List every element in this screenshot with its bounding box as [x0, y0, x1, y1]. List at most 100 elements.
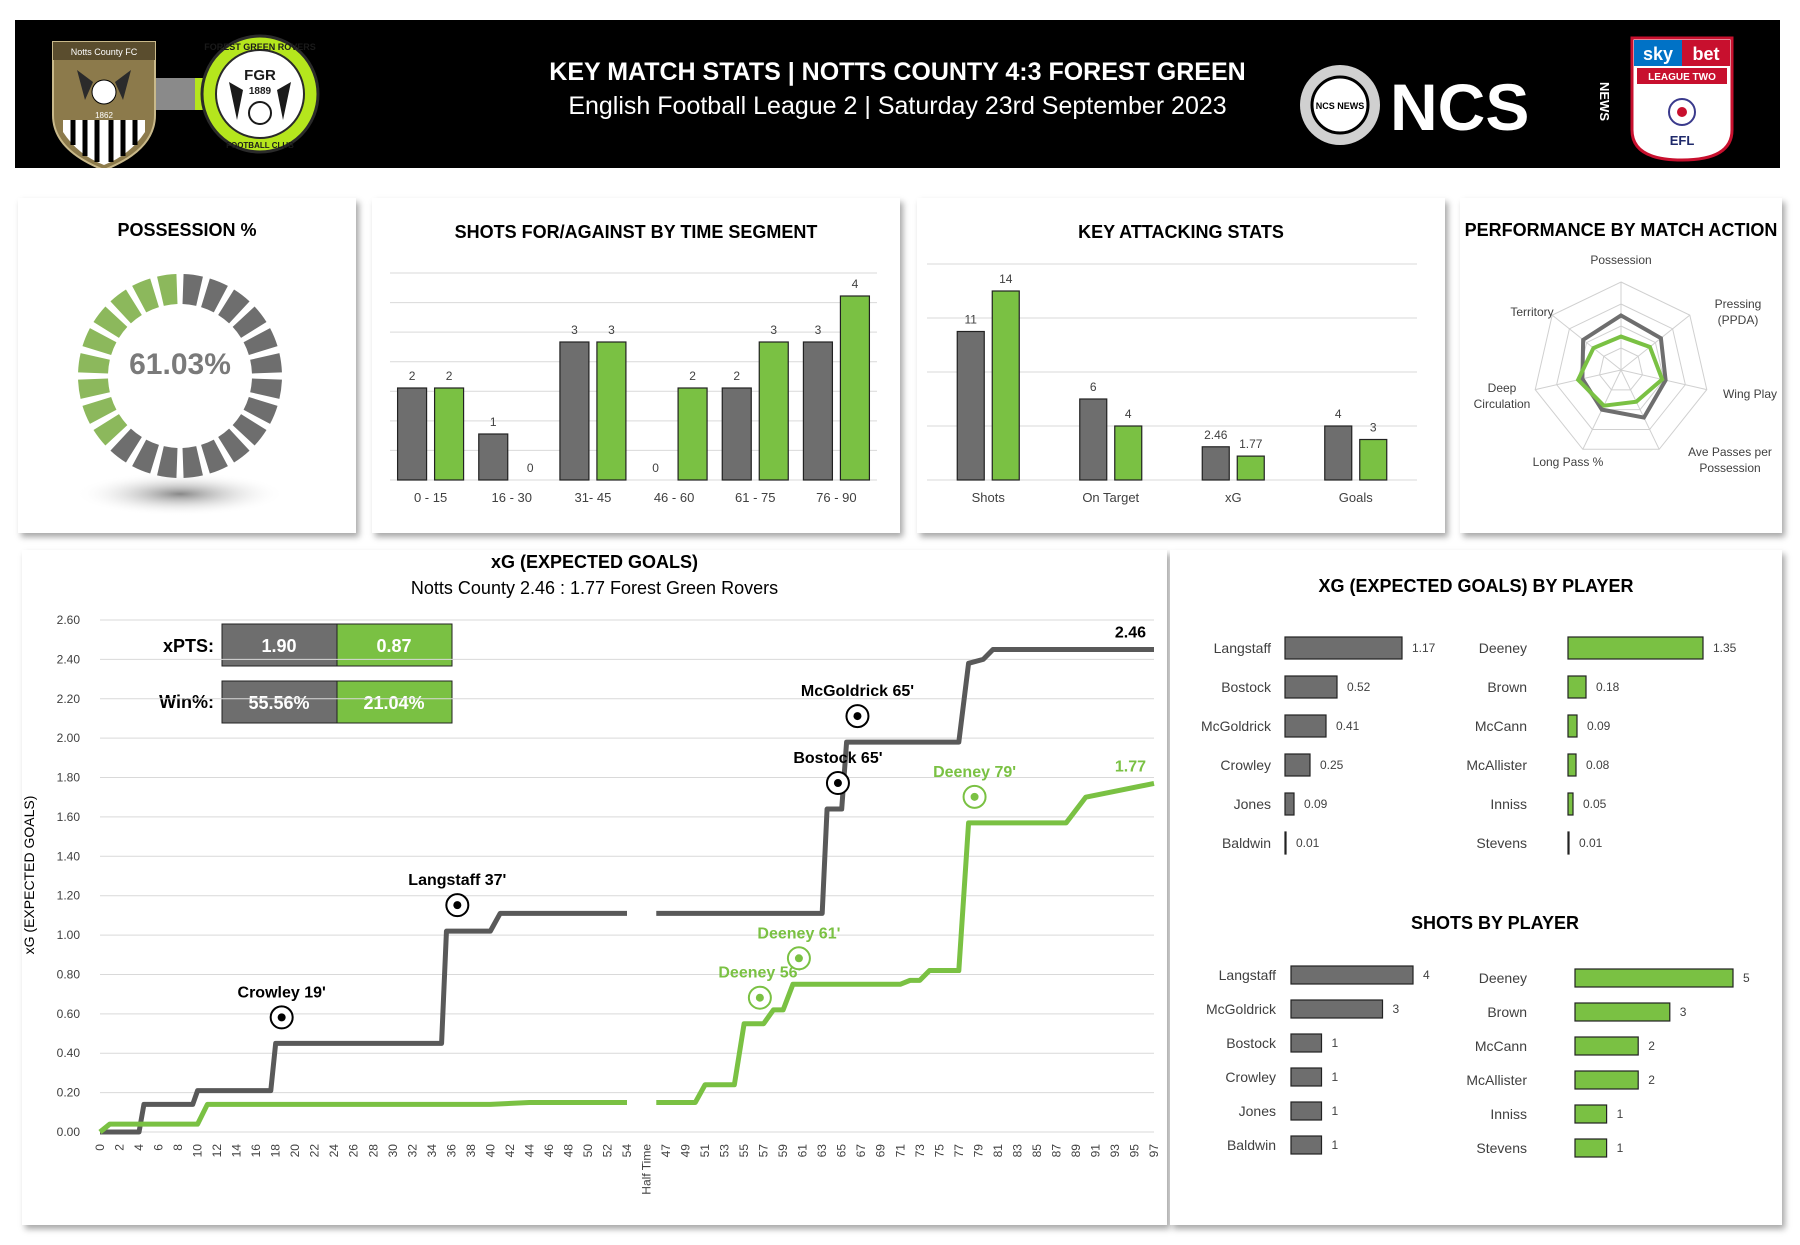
- bar-value-label: 14: [999, 272, 1013, 286]
- player-bar-home: [1284, 636, 1403, 660]
- possession-slice-home: [201, 278, 228, 313]
- radar-axis-label: Long Pass %: [1533, 455, 1604, 469]
- player-bar-away: [1567, 792, 1574, 816]
- x-tick-label: 6: [152, 1144, 166, 1151]
- category-label: xG: [1225, 490, 1242, 505]
- player-bar-value: 0.08: [1586, 758, 1610, 772]
- x-tick-label: 32: [405, 1144, 419, 1158]
- y-tick-label: 1.00: [57, 928, 81, 942]
- x-tick-label: 26: [347, 1144, 361, 1158]
- bar-value-label: 6: [1090, 380, 1097, 394]
- bar-away: [1114, 425, 1143, 481]
- x-tick-label: 65: [835, 1144, 849, 1158]
- header-graphics: Notts County FC 1862 FOREST GREEN ROVERS…: [52, 34, 1734, 168]
- bar-home: [478, 433, 509, 481]
- attacking-stats-title: KEY ATTACKING STATS: [1078, 222, 1284, 242]
- page-title: KEY MATCH STATS | NOTTS COUNTY 4:3 FORES…: [549, 58, 1246, 86]
- y-tick-label: 1.60: [57, 810, 81, 824]
- radar-axis-label: Ave Passes per Possession: [1688, 445, 1772, 475]
- goal-ball-center: [794, 954, 803, 963]
- xg-final-label: 2.46: [1115, 625, 1146, 642]
- player-name-label: Bostock: [1221, 679, 1272, 695]
- x-tick-label: 8: [171, 1144, 185, 1151]
- player-bar-value: 1: [1332, 1104, 1339, 1118]
- xg-line-home: [656, 647, 1154, 916]
- player-name-label: Crowley: [1220, 757, 1271, 773]
- xpts-home-value: 1.90: [261, 636, 296, 656]
- x-tick-label: 44: [522, 1144, 536, 1158]
- bar-away: [758, 341, 789, 481]
- winpct-home-value: 55.56%: [248, 693, 309, 713]
- radar-axis-label: Pressing (PPDA): [1715, 297, 1762, 327]
- shots-segment-title: SHOTS FOR/AGAINST BY TIME SEGMENT: [454, 222, 818, 242]
- bar-value-label: 11: [965, 313, 978, 327]
- x-tick-label: 20: [288, 1144, 302, 1158]
- player-name-label: McAllister: [1466, 1072, 1527, 1088]
- possession-title: POSSESSION %: [117, 220, 257, 240]
- xpts-away-value: 0.87: [376, 636, 411, 656]
- ncs-news-text: NEWS: [1597, 82, 1612, 121]
- radar-series-home: [1580, 313, 1668, 420]
- x-tick-label: 53: [718, 1144, 732, 1158]
- bar-home: [396, 387, 428, 481]
- x-tick-label: 95: [1127, 1144, 1141, 1158]
- x-tick-label: 54: [620, 1144, 634, 1158]
- category-label: 61 - 75: [735, 490, 775, 505]
- bar-home: [721, 387, 752, 481]
- bar-value-label: 3: [608, 323, 615, 337]
- sky-text: sky: [1643, 44, 1673, 64]
- goal-annotation: Deeney 79': [933, 764, 1016, 781]
- player-bar-value: 0.05: [1583, 797, 1607, 811]
- radar-axis-label: Wing Play: [1723, 387, 1777, 401]
- bar-value-label: 2.46: [1204, 428, 1228, 442]
- possession-slice-away: [78, 378, 110, 399]
- player-name-label: Langstaff: [1219, 967, 1276, 983]
- ncs-ball-text: NCS NEWS: [1316, 101, 1365, 111]
- bar-home: [802, 341, 834, 481]
- forest-green-badge: FOREST GREEN ROVERS FGR 1889 FOOTBALL CL…: [200, 34, 320, 154]
- x-tick-label: 24: [327, 1144, 341, 1158]
- bar-away: [677, 387, 708, 481]
- x-tick-label: 30: [386, 1144, 400, 1158]
- player-bar-value: 0.25: [1320, 758, 1344, 772]
- bar-value-label: 4: [1335, 407, 1342, 421]
- x-tick-label: 2: [113, 1144, 127, 1151]
- y-tick-label: 0.80: [57, 967, 81, 981]
- xg-line-chart: xG (EXPECTED GOALS) xPTS: 1.90 0.87 Win%…: [22, 613, 1161, 1195]
- y-tick-label: 0.60: [57, 1007, 81, 1021]
- player-bar-value: 4: [1423, 968, 1430, 982]
- possession-slice-home: [218, 428, 250, 463]
- away-badge-top: FOREST GREEN ROVERS: [204, 42, 316, 52]
- winpct-away-box: [336, 680, 453, 724]
- x-tick-label: 47: [659, 1144, 673, 1158]
- shots-segment-chart: 2 2 0 - 15 1 0 16 - 30 3 3 31- 45 0 2 46 - 60 2 3 61 -…: [390, 272, 877, 505]
- player-name-label: Inniss: [1490, 796, 1527, 812]
- player-bar-away: [1574, 1138, 1608, 1158]
- winpct-home-box: [221, 680, 338, 724]
- bar-value-label: 2: [446, 369, 453, 383]
- player-bar-home: [1284, 714, 1327, 738]
- x-tick-label: 40: [483, 1144, 497, 1158]
- player-bar-value: 1: [1617, 1107, 1624, 1121]
- x-tick-label: 73: [913, 1144, 927, 1158]
- player-name-label: Stevens: [1476, 1140, 1527, 1156]
- possession-slice-away: [82, 397, 117, 424]
- bar-value-label: 0: [652, 461, 659, 475]
- x-tick-label: 87: [1049, 1144, 1063, 1158]
- possession-slice-home: [201, 439, 228, 474]
- player-name-label: Stevens: [1476, 835, 1527, 851]
- donut-shadow: [75, 472, 285, 516]
- goal-ball-center: [755, 993, 764, 1002]
- xg-line-home: [100, 910, 627, 1135]
- player-bar-home: [1284, 831, 1287, 855]
- player-name-label: Deeney: [1479, 970, 1527, 986]
- player-bar-away: [1574, 1104, 1608, 1124]
- header-banner: Notts County FC 1862 FOREST GREEN ROVERS…: [15, 20, 1780, 168]
- xg-player-title: XG (EXPECTED GOALS) BY PLAYER: [1318, 576, 1634, 596]
- goal-ball-center: [970, 792, 979, 801]
- player-name-label: Brown: [1487, 679, 1527, 695]
- player-bar-home: [1290, 965, 1414, 985]
- category-label: On Target: [1082, 490, 1139, 505]
- y-tick-label: 2.40: [57, 652, 81, 666]
- xg-ylabel: xG (EXPECTED GOALS): [22, 796, 37, 955]
